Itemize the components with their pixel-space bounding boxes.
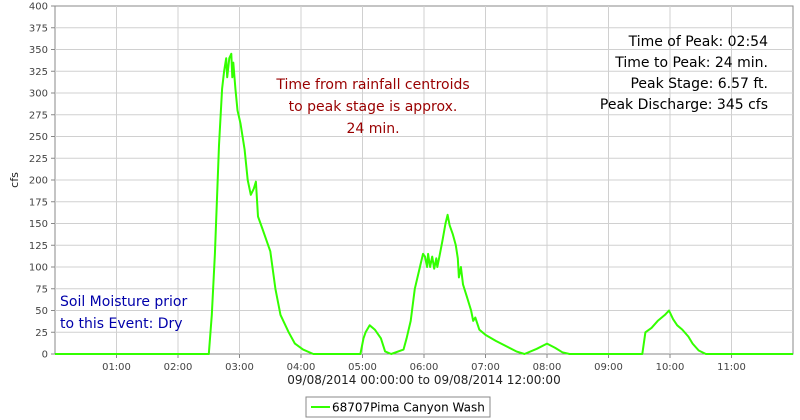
x-axis-ticks: 01:00 02:00 03:00 04:00 05:00 06:00 07:00 08:00… xyxy=(102,354,746,373)
x-tick-label: 10:00 xyxy=(656,362,685,373)
y-tick-label: 225 xyxy=(29,154,48,165)
y-tick-label: 250 xyxy=(29,132,48,143)
x-tick-label: 05:00 xyxy=(348,362,377,373)
stat-time-of-peak: Time of Peak: 02:54 xyxy=(628,34,769,50)
x-tick-label: 11:00 xyxy=(717,362,746,373)
y-tick-label: 175 xyxy=(29,197,48,208)
x-tick-label: 02:00 xyxy=(164,362,193,373)
y-tick-label: 375 xyxy=(29,23,48,34)
y-tick-label: 325 xyxy=(29,67,48,78)
y-tick-label: 275 xyxy=(29,110,48,121)
y-tick-label: 25 xyxy=(35,328,48,339)
x-tick-label: 01:00 xyxy=(102,362,131,373)
x-tick-label: 07:00 xyxy=(471,362,500,373)
peak-stats-annotation: Time of Peak: 02:54 Time to Peak: 24 min… xyxy=(600,34,768,113)
centroid-note-line-3: 24 min. xyxy=(346,121,399,137)
y-axis-title: cfs xyxy=(8,172,21,188)
stat-time-to-peak: Time to Peak: 24 min. xyxy=(614,55,768,71)
soil-note-line-2: to this Event: Dry xyxy=(60,316,183,332)
x-tick-label: 09:00 xyxy=(594,362,623,373)
y-tick-label: 125 xyxy=(29,241,48,252)
legend: 68707Pima Canyon Wash xyxy=(305,396,491,418)
series-line xyxy=(55,52,793,355)
y-tick-label: 100 xyxy=(29,263,48,274)
x-tick-label: 08:00 xyxy=(533,362,562,373)
x-axis-title: 09/08/2014 00:00:00 to 09/08/2014 12:00:… xyxy=(287,373,560,387)
y-tick-label: 300 xyxy=(29,89,48,100)
centroid-note-annotation: Time from rainfall centroids to peak sta… xyxy=(275,77,469,137)
x-tick-label: 04:00 xyxy=(287,362,316,373)
y-tick-label: 150 xyxy=(29,219,48,230)
x-tick-label: 06:00 xyxy=(410,362,439,373)
soil-note-line-1: Soil Moisture prior xyxy=(60,294,187,310)
centroid-note-line-1: Time from rainfall centroids xyxy=(275,77,469,93)
stat-peak-discharge: Peak Discharge: 345 cfs xyxy=(600,97,768,113)
y-tick-label: 350 xyxy=(29,45,48,56)
y-tick-label: 200 xyxy=(29,176,48,187)
legend-box xyxy=(305,396,491,418)
y-tick-label: 400 xyxy=(29,2,48,13)
y-axis-ticks: 0 25 50 75 100 125 150 175 200 225 250 275 300 325 350… xyxy=(29,2,55,361)
centroid-note-line-2: to peak stage is approx. xyxy=(289,99,458,115)
y-tick-label: 0 xyxy=(42,350,48,361)
soil-moisture-annotation: Soil Moisture prior to this Event: Dry xyxy=(60,294,187,332)
legend-label: 68707Pima Canyon Wash xyxy=(332,401,485,415)
stat-peak-stage: Peak Stage: 6.57 ft. xyxy=(630,76,768,92)
y-tick-label: 75 xyxy=(35,284,48,295)
x-tick-label: 03:00 xyxy=(225,362,254,373)
y-gridlines xyxy=(55,27,793,333)
y-tick-label: 50 xyxy=(35,306,48,317)
